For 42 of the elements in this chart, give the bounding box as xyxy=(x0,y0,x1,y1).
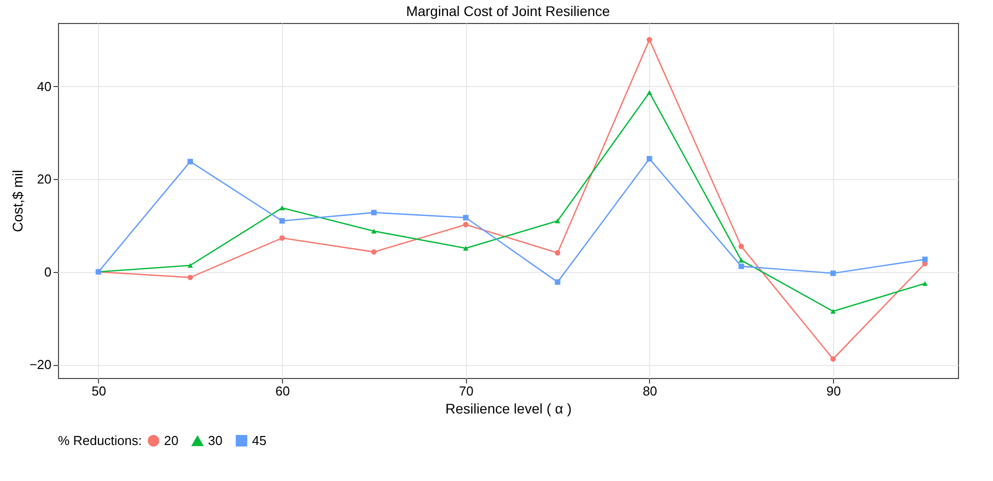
point xyxy=(371,249,377,255)
legend-label: 45 xyxy=(252,432,266,448)
point xyxy=(554,279,560,285)
point xyxy=(738,258,744,263)
point xyxy=(279,218,285,224)
point xyxy=(371,228,377,234)
y-tick-label: 20 xyxy=(37,172,52,187)
chart-title: Marginal Cost of Joint Resilience xyxy=(406,3,610,19)
point xyxy=(554,250,560,256)
legend-title: % Reductions: xyxy=(58,433,142,448)
point xyxy=(830,356,836,362)
point xyxy=(922,256,928,262)
point xyxy=(279,206,285,210)
point xyxy=(188,158,193,164)
x-tick-label: 70 xyxy=(459,384,474,398)
point xyxy=(463,246,468,251)
point xyxy=(188,274,193,280)
point xyxy=(646,36,652,42)
y-axis-title: Cost,$ mil xyxy=(9,170,26,232)
x-tick-label: 60 xyxy=(275,384,290,398)
x-tick-label: 80 xyxy=(642,384,658,398)
point xyxy=(554,218,560,224)
point xyxy=(646,90,652,95)
y-tick-label: 40 xyxy=(37,78,52,94)
x-tick-label: 90 xyxy=(826,384,841,398)
point xyxy=(830,308,836,314)
y-tick-label: 0 xyxy=(44,264,52,280)
x-axis-title: Resilience level ( α ) xyxy=(445,400,572,416)
x-tick-label: 50 xyxy=(92,384,106,398)
point xyxy=(371,210,377,216)
point xyxy=(738,244,744,250)
y-tick-label: −20 xyxy=(29,357,52,372)
legend-label: 20 xyxy=(164,432,178,448)
point xyxy=(188,263,193,268)
point xyxy=(463,214,468,220)
point xyxy=(922,281,928,286)
legend-label: 30 xyxy=(208,433,222,448)
point xyxy=(279,235,285,241)
point xyxy=(646,156,652,162)
point xyxy=(738,264,744,270)
point xyxy=(463,222,468,228)
point xyxy=(830,270,836,276)
